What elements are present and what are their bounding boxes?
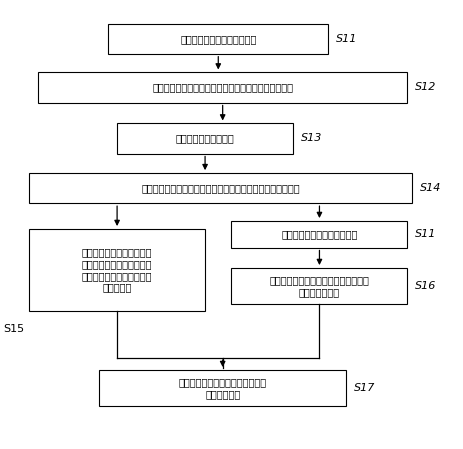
Text: S14: S14 — [420, 183, 441, 193]
Text: 将所述线路板移动至上料工位: 将所述线路板移动至上料工位 — [281, 229, 357, 239]
Text: S11: S11 — [415, 229, 437, 239]
Text: S15: S15 — [4, 324, 25, 334]
Text: S17: S17 — [354, 383, 375, 393]
Text: S12: S12 — [415, 83, 437, 92]
Text: S13: S13 — [301, 133, 322, 144]
Bar — [232, 221, 407, 247]
Bar — [38, 72, 407, 102]
Text: 将所述线路板移动至上料工位: 将所述线路板移动至上料工位 — [180, 34, 257, 44]
Bar — [29, 229, 205, 311]
Bar — [117, 123, 293, 154]
Text: 将所述第一工作框复位: 将所述第一工作框复位 — [175, 133, 234, 144]
Bar — [100, 370, 346, 406]
Text: 将在对位曝光工位上的第二工作框与所述第一工作框交换位置: 将在对位曝光工位上的第二工作框与所述第一工作框交换位置 — [141, 183, 300, 193]
Text: 使上料升降机构顶起所述第一工作框，接收所述线路板: 使上料升降机构顶起所述第一工作框，接收所述线路板 — [152, 83, 293, 92]
Text: 使上料升降机构顶起所述第二工作框，
接收所述线路板: 使上料升降机构顶起所述第二工作框， 接收所述线路板 — [269, 275, 369, 297]
Text: 将所述第一工作框和第二工作框复
位并交换位置: 将所述第一工作框和第二工作框复 位并交换位置 — [179, 377, 267, 399]
Text: S11: S11 — [336, 34, 357, 44]
Bar — [108, 24, 328, 54]
Bar — [29, 173, 412, 203]
Text: 使所述对位升降机构顶起所
述第一工作框，并对所述第
一工作框上的线路板进行对
位曝光处理: 使所述对位升降机构顶起所 述第一工作框，并对所述第 一工作框上的线路板进行对 位… — [82, 247, 152, 292]
Bar — [232, 268, 407, 304]
Text: S16: S16 — [415, 281, 437, 291]
